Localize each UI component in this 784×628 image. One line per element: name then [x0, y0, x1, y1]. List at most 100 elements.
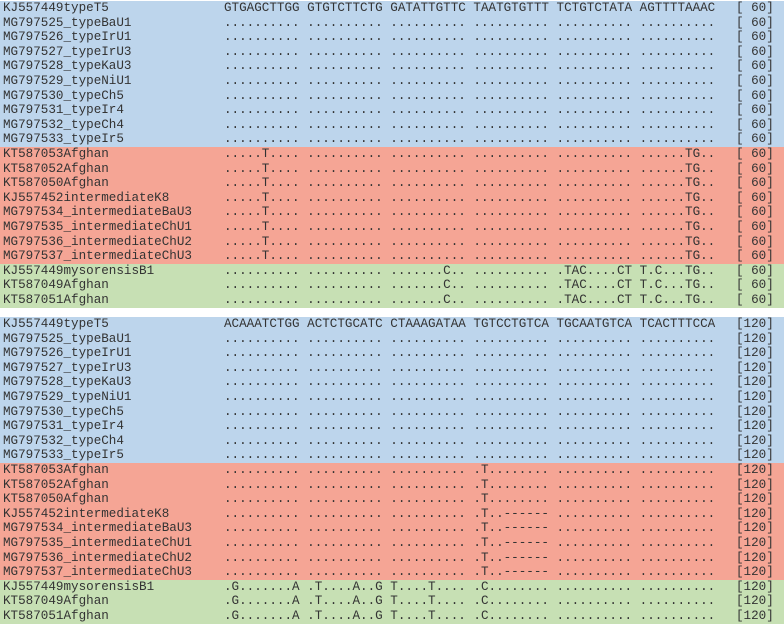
sequence-name: KJ557452intermediateK8	[3, 506, 170, 521]
sequence-text: .......... .......... .......... .......…	[224, 346, 716, 361]
sequence-name: MG797531_typeIr4	[3, 419, 124, 434]
sequence-name: MG797533_typeIr5	[3, 132, 124, 147]
sequence-text: .......... .......... .......... .......…	[224, 433, 716, 448]
sequence-name: MG797530_typeCh5	[3, 404, 124, 419]
sequence-name: MG797532_typeCh4	[3, 433, 124, 448]
sequence-text: .......... .......... .......... .......…	[224, 375, 716, 390]
sequence-text: .......... .......... .......... .......…	[224, 59, 716, 74]
alignment-row: KJ557452intermediateK8 .....T.... .......…	[0, 190, 784, 206]
alignment-row: KT587052Afghan .......... .......... ....…	[0, 477, 784, 493]
sequence-name: KT587052Afghan	[3, 477, 109, 492]
position-label: [120]	[736, 463, 774, 477]
position-label: [ 60]	[736, 132, 774, 147]
alignment-row: MG797527_typeIrU3 .......... .......... .…	[0, 44, 784, 60]
sequence-name: MG797528_typeKaU3	[3, 59, 132, 74]
alignment-row: MG797532_typeCh4 .......... .......... ..…	[0, 117, 784, 133]
alignment-row: MG797536_intermediateChU2 .....T.... ....…	[0, 234, 784, 250]
alignment-row: KT587050Afghan .......... .......... ....…	[0, 492, 784, 507]
sequence-text: .....T.... .......... .......... .......…	[224, 161, 716, 176]
alignment-row: KT587052Afghan .....T.... .......... ....…	[0, 161, 784, 177]
alignment-row: MG797535_intermediateChU1 .......... ....…	[0, 536, 784, 551]
position-label: [ 60]	[736, 161, 774, 176]
alignment-row: MG797532_typeCh4 .......... .......... ..…	[0, 433, 784, 449]
position-label: [ 60]	[736, 15, 774, 30]
alignment-row: MG797525_typeBaU1 .......... .......... .…	[0, 15, 784, 31]
sequence-text: .....T.... .......... .......... .......…	[224, 147, 716, 161]
position-label: [ 60]	[736, 44, 774, 59]
sequence-name: KJ557449mysorensisB1	[3, 263, 155, 278]
position-label: [ 60]	[736, 278, 774, 293]
sequence-name: MG797527_typeIrU3	[3, 360, 132, 375]
position-label: [ 60]	[736, 147, 774, 161]
sequence-name: KT587053Afghan	[3, 463, 109, 477]
position-label: [ 60]	[736, 220, 774, 234]
alignment-row: KT587051Afghan .G.......A .T....A..G T...…	[0, 609, 784, 624]
alignment-row: KT587051Afghan .......... .......... ....…	[0, 293, 784, 308]
position-label: [120]	[736, 594, 774, 609]
alignment-row: MG797526_typeIrU1 .......... .......... .…	[0, 346, 784, 361]
sequence-name: MG797531_typeIr4	[3, 103, 124, 118]
sequence-text: .....T.... .......... .......... .......…	[224, 205, 716, 220]
position-label: [120]	[736, 536, 774, 550]
position-label: [ 60]	[736, 293, 774, 307]
sequence-name: MG797535_intermediateChU1	[3, 220, 192, 234]
position-label: [120]	[736, 609, 774, 623]
sequence-name: KT587051Afghan	[3, 609, 109, 623]
position-label: [120]	[736, 565, 774, 580]
sequence-text: .....T.... .......... .......... .......…	[224, 176, 716, 191]
sequence-name: MG797526_typeIrU1	[3, 30, 132, 45]
sequence-name: MG797525_typeBaU1	[3, 15, 132, 30]
sequence-name: KJ557452intermediateK8	[3, 190, 170, 205]
position-label: [120]	[736, 521, 774, 536]
sequence-name: KT587051Afghan	[3, 293, 109, 307]
sequence-text: .......... .......... .......... .......…	[224, 15, 716, 30]
sequence-text: .......... .......... .......... .T.....…	[224, 492, 716, 507]
sequence-name: MG797528_typeKaU3	[3, 375, 132, 390]
sequence-name: MG797525_typeBaU1	[3, 331, 132, 346]
position-label: [ 60]	[736, 176, 774, 191]
position-label: [ 60]	[736, 59, 774, 74]
alignment-row: MG797531_typeIr4 .......... .......... ..…	[0, 419, 784, 434]
alignment-row: MG797534_intermediateBaU3 .......... ....…	[0, 521, 784, 536]
alignment-row: MG797537_intermediateChU3 .....T.... ....…	[0, 249, 784, 264]
sequence-text: .G.......A .T....A..G T....T.... .C.....…	[224, 579, 716, 594]
sequence-name: KT587050Afghan	[3, 492, 109, 507]
sequence-text: .......... .......... .......... .T.....…	[224, 463, 716, 477]
sequence-text: .G.......A .T....A..G T....T.... .C.....…	[224, 594, 716, 609]
position-label: [120]	[736, 477, 774, 492]
position-label: [120]	[736, 433, 774, 448]
sequence-name: KT587049Afghan	[3, 594, 109, 609]
alignment-row: MG797529_typeNiU1 .......... .......... .…	[0, 74, 784, 89]
alignment-row: KJ557449mysorensisB1 .G.......A .T....A..…	[0, 579, 784, 595]
position-label: [120]	[736, 390, 774, 404]
alignment-row: MG797531_typeIr4 .......... .......... ..…	[0, 103, 784, 118]
sequence-text: .....T.... .......... .......... .......…	[224, 190, 716, 205]
position-label: [ 60]	[736, 263, 774, 278]
sequence-text: .......... .......... .......... .T..---…	[224, 506, 716, 521]
sequence-text: .G.......A .T....A..G T....T.... .C.....…	[224, 609, 716, 623]
sequence-name: KT587052Afghan	[3, 161, 109, 176]
sequence-text: .......... .......... .......C.. .......…	[224, 293, 716, 307]
sequence-name: MG797537_intermediateChU3	[3, 565, 192, 580]
sequence-name: MG797533_typeIr5	[3, 448, 124, 463]
position-label: [120]	[736, 317, 774, 331]
position-label: [ 60]	[736, 205, 774, 220]
sequence-text: .....T.... .......... .......... .......…	[224, 249, 716, 264]
sequence-text: .......... .......... .......C.. .......…	[224, 278, 716, 293]
alignment-row: MG797535_intermediateChU1 .....T.... ....…	[0, 220, 784, 235]
alignment-row: KJ557449typeT5 GTGAGCTTGG GTGTCTTCTG GATA…	[0, 1, 784, 16]
sequence-name: KT587049Afghan	[3, 278, 109, 293]
sequence-text: .......... .......... .......... .......…	[224, 448, 716, 463]
position-label: [ 60]	[736, 117, 774, 132]
sequence-name: MG797536_intermediateChU2	[3, 234, 192, 249]
position-label: [120]	[736, 492, 774, 507]
alignment-row: KT587053Afghan .....T.... .......... ....…	[0, 147, 784, 162]
sequence-name: KJ557449mysorensisB1	[3, 579, 155, 594]
position-label: [120]	[736, 419, 774, 434]
position-label: [120]	[736, 404, 774, 419]
sequence-text: .......... .......... .......... .......…	[224, 88, 716, 103]
sequence-text: .......... .......... .......... .......…	[224, 360, 716, 375]
sequence-text: .......... .......... .......... .T..---…	[224, 550, 716, 565]
sequence-name: KT587050Afghan	[3, 176, 109, 191]
alignment-row: MG797533_typeIr5 .......... .......... ..…	[0, 132, 784, 147]
